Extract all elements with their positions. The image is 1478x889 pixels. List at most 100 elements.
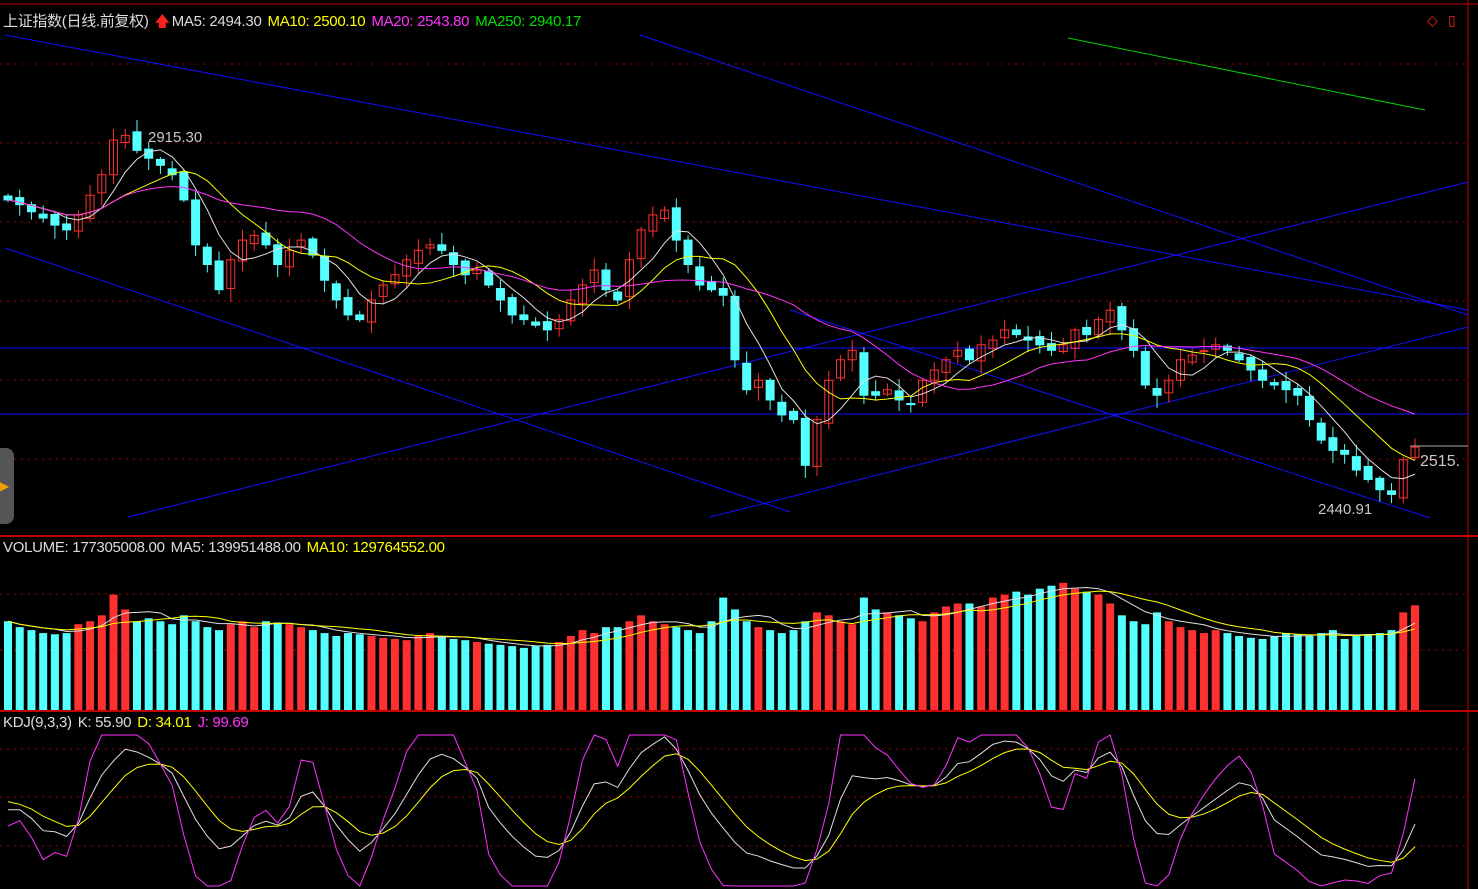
- candle-body: [85, 194, 95, 219]
- volume-bar: [402, 640, 411, 710]
- candle-body: [929, 369, 939, 381]
- volume-bar: [97, 615, 106, 710]
- candle-body: [343, 297, 353, 316]
- volume-header: VOLUME: 177305008.00 MA5: 139951488.00 MA1…: [3, 539, 451, 556]
- d-value: D: 34.01: [137, 714, 192, 731]
- volume-bar: [508, 646, 517, 710]
- candle-body: [1304, 395, 1314, 421]
- window-icon[interactable]: ▯: [1448, 12, 1456, 28]
- volume-ma5-line: [7, 587, 1416, 647]
- diamond-icon[interactable]: ◇: [1427, 12, 1438, 28]
- ma-lines: [7, 149, 1468, 480]
- candle-body: [976, 344, 986, 362]
- candle-body: [789, 410, 799, 421]
- side-panel-toggle[interactable]: ▶: [0, 448, 14, 524]
- candle-body: [1117, 306, 1127, 331]
- candle-body: [1316, 422, 1326, 441]
- candle-body: [648, 214, 658, 232]
- index-title: 上证指数(日线.前复权): [3, 13, 149, 30]
- candle-body: [507, 297, 517, 316]
- volume-bar: [531, 646, 540, 710]
- candle-body: [1176, 359, 1185, 381]
- candle-body: [1199, 349, 1209, 353]
- volume-bar: [883, 612, 892, 710]
- low-label: 2440.91: [1318, 501, 1373, 518]
- candle-body: [988, 339, 998, 349]
- candle-body: [753, 379, 763, 388]
- volume-bar: [238, 621, 247, 710]
- volume-bar: [1000, 594, 1009, 710]
- volume-bar: [379, 637, 388, 710]
- candle-body: [120, 134, 130, 143]
- volume-bar: [590, 633, 599, 710]
- ma10-line: [7, 170, 1416, 461]
- volume-bar: [1129, 621, 1138, 710]
- candle-body: [249, 234, 259, 245]
- volume-bar: [1387, 630, 1396, 710]
- candle-body: [1023, 336, 1033, 341]
- volume-bar: [355, 634, 364, 710]
- candle-body: [824, 379, 834, 424]
- candle-body: [15, 197, 25, 206]
- kdj-lines: [7, 734, 1416, 887]
- volume-ma5: MA5: 139951488.00: [170, 539, 301, 556]
- candle-body: [1375, 477, 1385, 491]
- volume-bar: [684, 630, 693, 710]
- candle-body: [953, 349, 963, 357]
- candle-body: [835, 359, 845, 379]
- volume-bar: [62, 633, 71, 710]
- volume-bar: [484, 643, 493, 710]
- volume-bar: [707, 621, 716, 710]
- candle-body: [1082, 327, 1092, 336]
- volume-bar: [1340, 638, 1349, 710]
- candle-body: [226, 259, 236, 290]
- candle-body: [1258, 369, 1268, 381]
- trend-line: [4, 34, 1469, 311]
- volume-bar: [367, 636, 376, 710]
- candle-body: [1105, 309, 1115, 323]
- volume-bar: [215, 630, 224, 710]
- volume-bar: [1070, 588, 1079, 710]
- volume-bar: [4, 621, 12, 710]
- candle-body: [589, 269, 599, 284]
- candle-body: [1093, 319, 1103, 336]
- volume-bar: [965, 603, 974, 710]
- candle-body: [355, 314, 365, 321]
- candle-body: [1328, 437, 1338, 451]
- candle-body: [495, 288, 505, 301]
- volume-bar: [1411, 605, 1419, 710]
- volume-bar: [250, 627, 259, 710]
- ma20-line: [7, 186, 1416, 415]
- volume-bar: [988, 597, 997, 710]
- volume-bar: [1270, 636, 1279, 710]
- volume-bar: [449, 638, 458, 710]
- candle-body: [1164, 379, 1174, 394]
- candle-body: [214, 260, 224, 291]
- candle-body: [683, 239, 693, 266]
- volume-bar: [1141, 624, 1150, 710]
- candle-body: [308, 238, 318, 256]
- candle-body: [425, 244, 435, 249]
- j-line: [7, 734, 1416, 887]
- volume-bar: [1117, 615, 1126, 710]
- volume-bar: [86, 621, 95, 710]
- volume-bar: [824, 615, 833, 710]
- volume-bar: [543, 644, 552, 710]
- candle-body: [1281, 380, 1291, 391]
- volume-bar: [15, 627, 24, 710]
- candle-body: [1011, 329, 1021, 336]
- volume-bar: [1223, 633, 1232, 710]
- candle-body: [1047, 343, 1057, 351]
- candle-body: [1152, 388, 1162, 396]
- volume-bar: [625, 621, 634, 710]
- volume-bar: [1164, 621, 1173, 710]
- candle-body: [284, 249, 294, 268]
- trend-line: [127, 181, 1469, 518]
- candle-body: [695, 266, 705, 286]
- volume-bar: [906, 618, 915, 710]
- volume-bar: [1258, 638, 1267, 710]
- candle-body: [636, 229, 646, 260]
- candle-body: [542, 321, 552, 331]
- candle-body: [812, 419, 822, 467]
- candle-body: [1187, 354, 1197, 363]
